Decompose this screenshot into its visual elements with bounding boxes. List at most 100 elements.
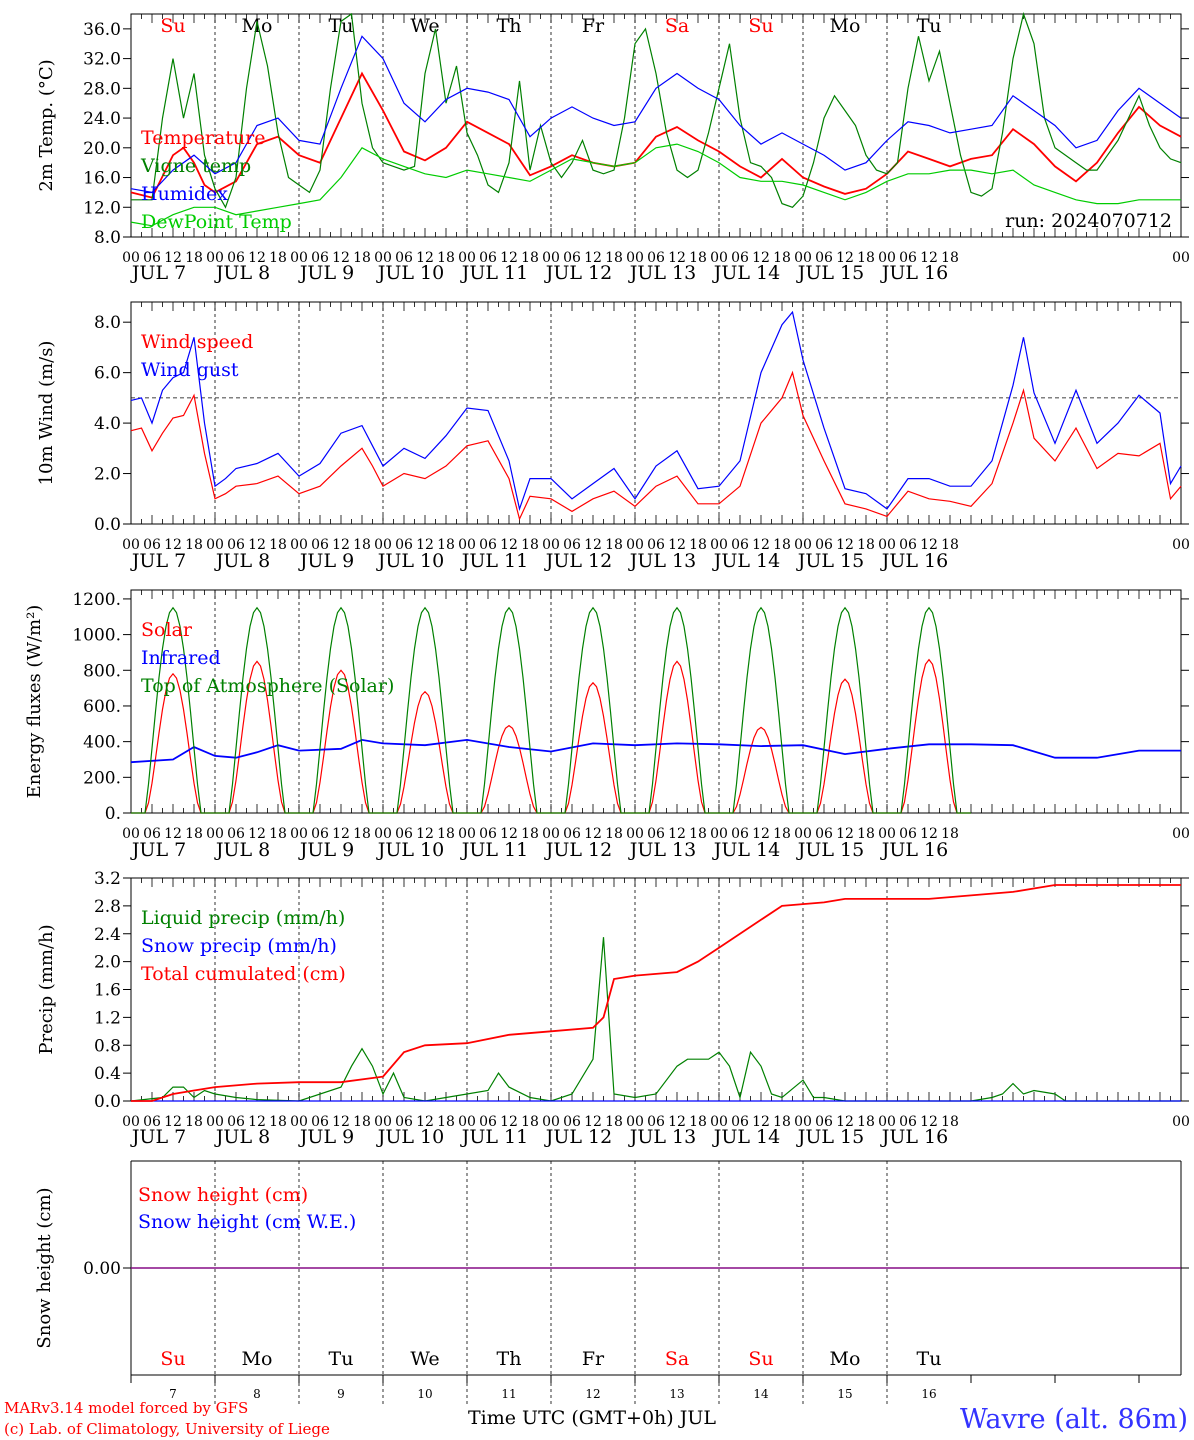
date-label: JUL 11: [460, 550, 528, 572]
hour-tick-label: 00: [626, 1114, 644, 1130]
legend-entry: Infrared: [141, 647, 221, 669]
y-tick-label: 1000.: [72, 626, 121, 646]
hour-tick-label: 00: [122, 250, 140, 266]
hour-tick-label: 06: [899, 537, 917, 553]
hour-tick-label: 00: [122, 1114, 140, 1130]
legend-entry: Snow height (cm W.E.): [138, 1211, 356, 1233]
hour-tick-label: 12: [668, 537, 686, 553]
hour-tick-label: 12: [416, 250, 434, 266]
hour-tick-label: 06: [227, 537, 245, 553]
day-number: 15: [837, 1387, 852, 1401]
hour-tick-label: 18: [605, 537, 623, 553]
hour-tick-label: 06: [563, 250, 581, 266]
date-label: JUL 8: [214, 1126, 270, 1148]
y-tick-label: 0.4: [94, 1064, 121, 1084]
hour-tick-label: 06: [143, 537, 161, 553]
hour-tick-label: 18: [521, 537, 539, 553]
y-tick-label: 12.0: [83, 198, 121, 218]
legend-entry: Liquid precip (mm/h): [141, 907, 345, 929]
hour-tick-label: 12: [752, 826, 770, 842]
credit-line-1: MARv3.14 model forced by GFS: [4, 1399, 248, 1417]
hour-tick-label: 18: [857, 250, 875, 266]
hour-tick-label: 12: [584, 537, 602, 553]
date-label: JUL 7: [130, 262, 186, 284]
y-tick-label: 36.0: [83, 20, 121, 40]
y-tick-label: 16.0: [83, 169, 121, 189]
day-abbr: Su: [160, 15, 185, 37]
hour-tick-label: 18: [353, 250, 371, 266]
date-label: JUL 12: [544, 262, 612, 284]
legend-entry: Snow precip (mm/h): [141, 935, 337, 957]
hour-tick-label: 12: [248, 537, 266, 553]
day-number: 10: [417, 1387, 432, 1401]
hour-tick-label: 00: [458, 1114, 476, 1130]
legend-entry: Humidex: [141, 183, 228, 205]
hour-tick-label: 00: [122, 826, 140, 842]
hour-tick-label: 18: [437, 1114, 455, 1130]
y-tick-label: 0.00: [83, 1259, 121, 1279]
y-axis-title: 10m Wind (m/s): [36, 341, 57, 486]
day-number: 16: [921, 1387, 936, 1401]
y-tick-label: 2.8: [94, 897, 121, 917]
hour-tick-label: 18: [521, 250, 539, 266]
date-label: JUL 10: [376, 550, 444, 572]
y-axis-title: Precip (mm/h): [36, 924, 57, 1054]
hour-tick-label: 12: [248, 250, 266, 266]
hour-tick-label: 18: [185, 826, 203, 842]
panel-energy: 0. 200. 400. 600. 800. 1000. 1200. Energy fluxe…: [24, 589, 1190, 861]
legend-entry: Solar: [141, 619, 193, 641]
day-abbr: Mo: [242, 1348, 273, 1370]
hour-tick-label: 18: [941, 537, 959, 553]
y-tick-label: 0.0: [94, 1092, 121, 1112]
hour-tick-label: 00: [290, 250, 308, 266]
day-abbr: Th: [497, 15, 522, 37]
y-tick-label: 1.2: [94, 1008, 121, 1028]
y-tick-label: 200.: [83, 768, 121, 788]
date-label: JUL 13: [628, 550, 696, 572]
hour-tick-label: 12: [416, 826, 434, 842]
y-tick-label: 400.: [83, 733, 121, 753]
hour-tick-label: 12: [332, 537, 350, 553]
hour-tick-label: 12: [164, 1114, 182, 1130]
hour-tick-label: 06: [647, 826, 665, 842]
hour-tick-label: 12: [920, 1114, 938, 1130]
y-tick-label: 2.4: [94, 925, 121, 945]
legend-entry: Vigne temp: [140, 155, 251, 177]
hour-tick-label: 18: [773, 537, 791, 553]
x-ticks: [130, 302, 1182, 524]
plot-frame: [130, 13, 1182, 238]
hour-tick-label: 06: [731, 537, 749, 553]
hour-tick-label: 12: [668, 1114, 686, 1130]
series-line-0: [130, 370, 1182, 521]
hour-tick-label: 00: [710, 1114, 728, 1130]
hour-tick-label: 12: [836, 537, 854, 553]
y-tick-label: 28.0: [83, 79, 121, 99]
x-ticks: [130, 590, 1182, 813]
hour-tick-label: 00: [206, 537, 224, 553]
hour-tick-label: 12: [836, 826, 854, 842]
hour-tick-label: 00: [878, 537, 896, 553]
date-label: JUL 14: [712, 550, 780, 572]
hour-tick-label: 12: [500, 250, 518, 266]
hour-tick-label: 06: [647, 1114, 665, 1130]
y-tick-label: 8.0: [94, 228, 121, 248]
day-number: 7: [169, 1387, 177, 1401]
y-tick-label: 32.0: [83, 50, 121, 70]
hour-tick-label: 18: [773, 826, 791, 842]
date-label: JUL 11: [460, 262, 528, 284]
hour-tick-label: 00: [290, 826, 308, 842]
date-label: JUL 15: [796, 839, 864, 861]
hour-tick-label: 06: [731, 1114, 749, 1130]
hour-tick-label: 18: [857, 537, 875, 553]
hour-tick-label: 00: [794, 1114, 812, 1130]
hour-tick-label: 00: [878, 250, 896, 266]
hour-tick-label: 06: [395, 1114, 413, 1130]
run-label: run: 2024070712: [1005, 210, 1172, 232]
hour-tick-label: 06: [899, 1114, 917, 1130]
hour-tick-label: 00: [710, 537, 728, 553]
legend-entry: DewPoint Temp: [141, 211, 292, 233]
hour-tick-label: 00: [458, 826, 476, 842]
date-label: JUL 9: [298, 839, 354, 861]
